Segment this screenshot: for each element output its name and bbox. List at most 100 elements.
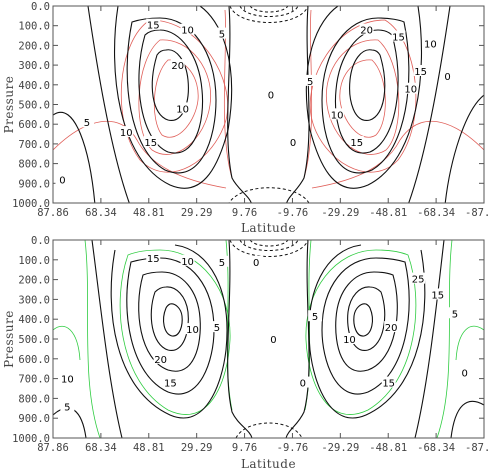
contour-label: 20 <box>171 61 184 72</box>
contour-label: 0 <box>270 335 276 346</box>
contour-label: 15 <box>350 138 363 149</box>
contour-label-bg <box>349 135 364 147</box>
contour-label-bg <box>79 116 94 128</box>
contour-label: 0 <box>253 258 259 269</box>
x-tick-label: -29.29 <box>321 207 359 219</box>
y-tick-label: 600.0 <box>18 354 50 366</box>
y-tick-label: 1000.0 <box>12 433 50 445</box>
contour-label: 10 <box>181 26 194 37</box>
contour-label-bg <box>430 288 445 300</box>
contour-label-bg <box>303 74 318 86</box>
contour-label: 10 <box>343 335 356 346</box>
x-tick-label: 68.34 <box>85 442 117 454</box>
contour-label-bg <box>440 69 455 81</box>
x-tick-label: 48.81 <box>133 442 165 454</box>
contour-label-bg <box>447 307 462 319</box>
contour-label: 5 <box>307 77 313 88</box>
y-tick-label: 0.0 <box>31 1 50 13</box>
contour-label-bg <box>146 18 161 30</box>
contour-label: 10 <box>424 39 437 50</box>
y-tick-label: 100.0 <box>18 21 50 33</box>
contour-label-bg <box>403 82 418 94</box>
y-tick-label: 800.0 <box>18 159 50 171</box>
contour-label: 20 <box>385 323 398 334</box>
y-tick-label: 800.0 <box>18 393 50 405</box>
contour-label: 10 <box>176 104 189 115</box>
contour-label: 15 <box>164 379 177 390</box>
contour-label-bg <box>308 310 323 322</box>
contour-label-bg <box>381 376 396 388</box>
contour-label: 10 <box>181 257 194 268</box>
contour-label: 15 <box>382 379 395 390</box>
x-tick-label: 87.86 <box>37 207 69 219</box>
y-tick-label: 700.0 <box>18 139 50 151</box>
y-tick-label: 500.0 <box>18 100 50 112</box>
contour-label-bg <box>180 23 195 35</box>
y-tick-label: 1000.0 <box>12 198 50 210</box>
y-axis-label: Pressure <box>2 310 16 368</box>
x-tick-label: -87.86 <box>465 207 491 219</box>
x-tick-label: -68.34 <box>417 442 455 454</box>
x-tick-label: -87.86 <box>465 442 491 454</box>
x-tick-label: -48.81 <box>369 207 407 219</box>
y-tick-label: 0.0 <box>31 235 50 247</box>
contour-label-bg <box>214 255 229 267</box>
contour-label: 10 <box>120 128 133 139</box>
contour-label-bg <box>249 255 264 267</box>
contour-label-bg <box>391 30 406 42</box>
contour-label-bg <box>60 400 75 412</box>
y-tick-label: 300.0 <box>18 294 50 306</box>
contour-label: 10 <box>186 325 199 336</box>
contour-label-bg <box>330 108 345 120</box>
contour-label: 15 <box>144 138 157 149</box>
y-tick-label: 900.0 <box>18 178 50 190</box>
x-tick-label: 48.81 <box>133 207 165 219</box>
y-tick-label: 100.0 <box>18 255 50 267</box>
contour-label-bg <box>263 88 278 100</box>
contour-label-bg <box>146 251 161 263</box>
contour-label-bg <box>295 376 310 388</box>
contour-label-bg <box>423 37 438 49</box>
contour-label: 15 <box>392 33 405 44</box>
y-tick-label: 300.0 <box>18 60 50 72</box>
y-tick-label: 700.0 <box>18 374 50 386</box>
x-tick-label: 68.34 <box>85 207 117 219</box>
contour-label: 15 <box>414 67 427 78</box>
contour-label-bg <box>55 173 70 185</box>
x-tick-label: -29.29 <box>321 442 359 454</box>
contour-label-bg <box>163 376 178 388</box>
y-tick-label: 400.0 <box>18 80 50 92</box>
contour-label: 0 <box>444 72 450 83</box>
contour-label: 5 <box>219 30 225 41</box>
x-axis-label: Latitude <box>241 457 296 471</box>
contour-label-bg <box>209 321 224 333</box>
top-plot-frame <box>52 5 485 204</box>
contour-label: 0 <box>462 369 468 380</box>
y-tick-label: 200.0 <box>18 275 50 287</box>
x-tick-label: 29.29 <box>181 207 213 219</box>
y-tick-label: 500.0 <box>18 334 50 346</box>
x-axis-label: Latitude <box>241 221 296 235</box>
contour-label: 25 <box>412 275 425 286</box>
contour-labels: 15 10 5 20 10 15 5 0 0 10 20 15 10 5 10 15 10 15 0 0 15 10 5 0 2… <box>55 18 472 413</box>
contour-label: 5 <box>219 258 225 269</box>
contour-label: 20 <box>154 355 167 366</box>
contour-label: 10 <box>404 85 417 96</box>
contour-label-bg <box>413 65 428 77</box>
x-tick-label: 87.86 <box>37 442 69 454</box>
contour-label-bg <box>359 23 374 35</box>
contour-label: 10 <box>61 375 74 386</box>
contour-label-bg <box>170 59 185 71</box>
contour-label-bg <box>180 254 195 266</box>
contour-label: 10 <box>331 110 344 121</box>
contour-label-bg <box>175 102 190 114</box>
y-axis-label: Pressure <box>2 76 16 134</box>
contour-label: 5 <box>452 309 458 320</box>
contour-label: 5 <box>312 312 318 323</box>
top-contour-lines <box>53 6 484 203</box>
contour-label-bg <box>153 352 168 364</box>
x-tick-label: -48.81 <box>369 442 407 454</box>
contour-label-bg <box>286 135 301 147</box>
contour-label-bg <box>185 323 200 335</box>
